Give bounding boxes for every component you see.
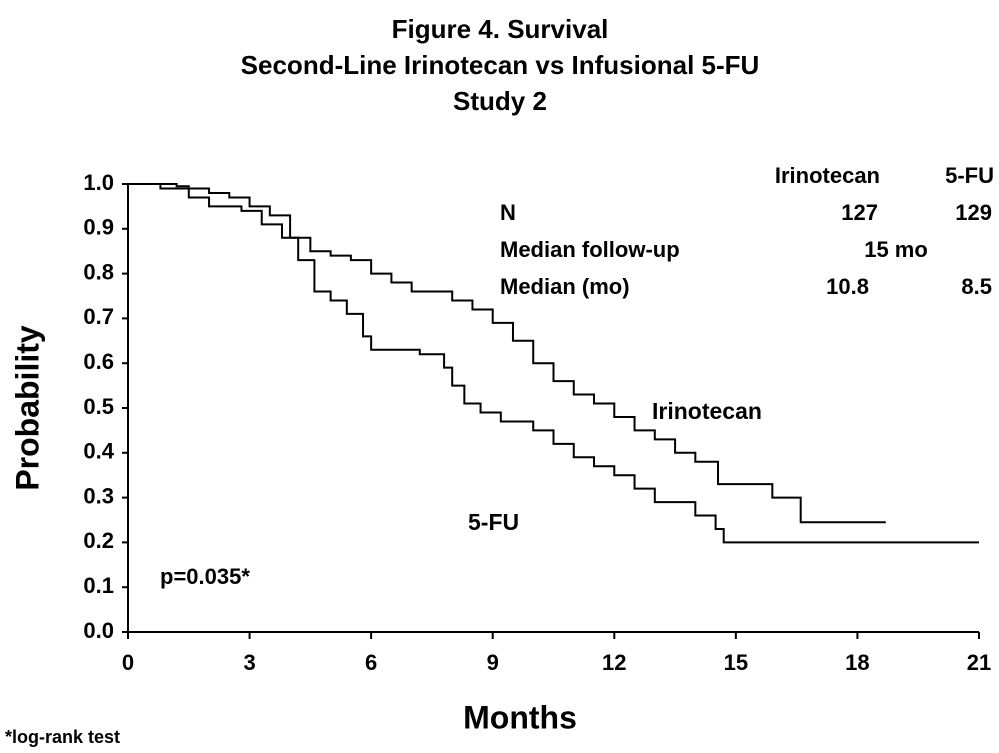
annotation: 5-FU	[468, 509, 519, 535]
chart-title: Study 2	[453, 86, 547, 116]
x-tick-label: 9	[487, 650, 499, 675]
x-tick-label: 0	[122, 650, 134, 675]
x-tick-label: 6	[365, 650, 377, 675]
y-tick-label: 0.5	[83, 394, 114, 419]
x-tick-label: 12	[602, 650, 626, 675]
y-tick-label: 1.0	[83, 170, 114, 195]
chart-title: Second-Line Irinotecan vs Infusional 5-F…	[241, 50, 760, 80]
table-header: Irinotecan	[775, 163, 880, 188]
table-row-label: Median (mo)	[500, 274, 630, 299]
y-tick-label: 0.1	[83, 573, 114, 598]
survival-curve	[128, 183, 979, 544]
x-tick-label: 15	[724, 650, 748, 675]
footnote: *log-rank test	[5, 727, 120, 747]
y-tick-label: 0.6	[83, 349, 114, 374]
table-cell: 10.8	[826, 274, 869, 299]
y-tick-label: 0.7	[83, 304, 114, 329]
annotation: Irinotecan	[652, 398, 762, 424]
y-tick-label: 0.4	[83, 439, 114, 464]
y-tick-label: 0.0	[83, 618, 114, 643]
y-tick-label: 0.2	[83, 528, 114, 553]
x-tick-label: 18	[845, 650, 869, 675]
survival-curve	[128, 183, 886, 524]
annotation: p=0.035*	[160, 564, 250, 589]
chart-title: Figure 4. Survival	[392, 14, 609, 44]
y-tick-label: 0.9	[83, 215, 114, 240]
table-row-label: Median follow-up	[500, 237, 680, 262]
table-cell: 129	[955, 200, 992, 225]
x-tick-label: 3	[243, 650, 255, 675]
table-cell: 15 mo	[864, 237, 928, 262]
table-cell: 127	[841, 200, 878, 225]
y-axis-label: Probability	[9, 325, 45, 491]
x-axis-label: Months	[463, 699, 577, 735]
y-tick-label: 0.8	[83, 259, 114, 284]
table-row-label: N	[500, 200, 516, 225]
y-tick-label: 0.3	[83, 483, 114, 508]
x-tick-label: 21	[967, 650, 991, 675]
table-header: 5-FU	[945, 163, 994, 188]
table-cell: 8.5	[961, 274, 992, 299]
